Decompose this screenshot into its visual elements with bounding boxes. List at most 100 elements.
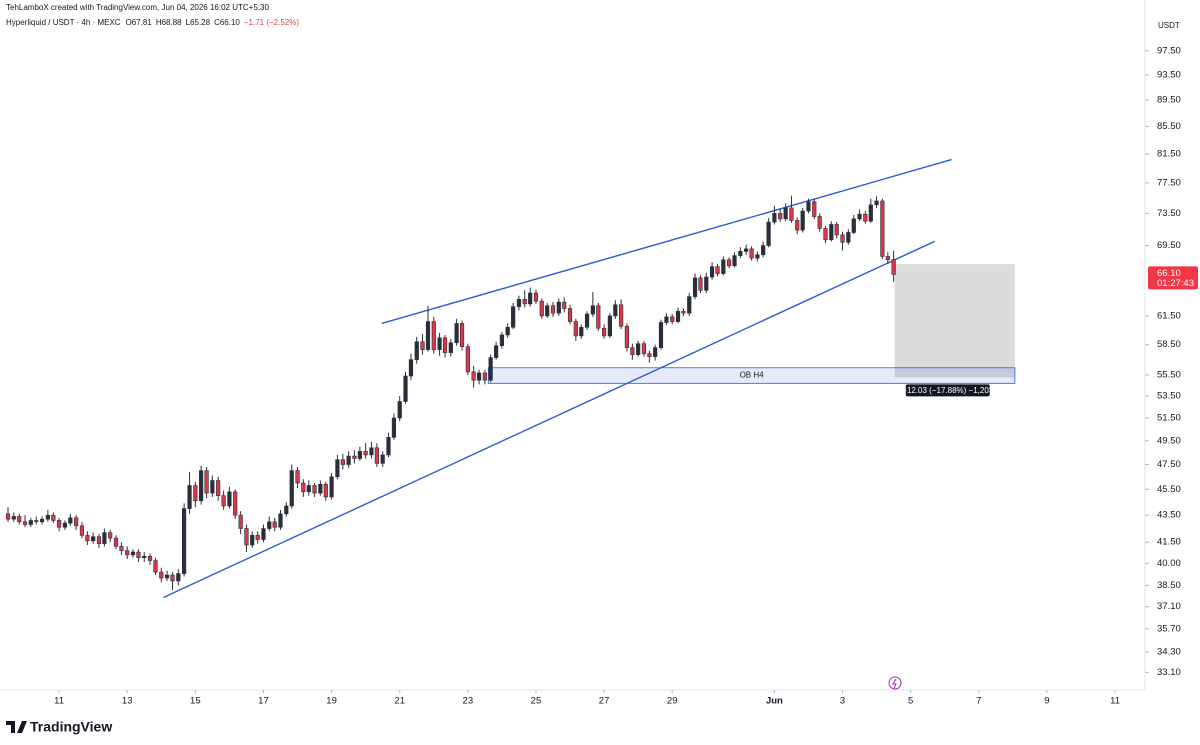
candle-body (340, 459, 345, 465)
x-tick-label: 11 (54, 696, 64, 707)
candle (22, 515, 28, 528)
candle-body (823, 228, 828, 241)
candle (817, 213, 822, 232)
candle-body (721, 259, 726, 274)
candle (11, 512, 16, 522)
candle (874, 196, 879, 208)
candle-body (522, 299, 527, 305)
candle-body (851, 218, 856, 233)
candle-body (119, 546, 124, 551)
candle (851, 214, 856, 235)
candle (176, 569, 181, 586)
event-icon[interactable] (888, 676, 902, 690)
x-tick-label: 11 (1110, 696, 1120, 707)
candle-body (221, 495, 226, 507)
candle-body (885, 256, 890, 261)
candle (261, 524, 266, 543)
candle (74, 515, 79, 530)
candle-body (766, 221, 771, 246)
candle-body (130, 551, 136, 556)
high-label: H68.88 (156, 18, 182, 27)
candle (641, 340, 647, 357)
candle-body (573, 321, 578, 337)
candle-body (636, 343, 641, 355)
candle (533, 289, 539, 304)
candle (295, 466, 300, 489)
last-price-tag (1148, 266, 1198, 290)
candle-body (647, 353, 652, 357)
candle (880, 198, 885, 259)
candle-body (28, 520, 33, 525)
candle (210, 475, 215, 497)
candle-body (51, 514, 56, 521)
candle-body (556, 301, 561, 314)
candle-body (380, 454, 385, 464)
candle-body (57, 520, 62, 528)
candle (244, 524, 249, 553)
candle (182, 503, 187, 577)
candle (454, 318, 459, 346)
candle (806, 198, 811, 214)
candle (783, 203, 788, 222)
candle (346, 451, 351, 469)
candle-body (476, 372, 482, 381)
open-label: O67.81 (126, 18, 153, 27)
candle (289, 464, 294, 509)
candle (147, 553, 153, 565)
candle-body (431, 321, 436, 350)
candle (619, 299, 624, 330)
candle-body (318, 483, 323, 494)
candle (579, 324, 584, 339)
candle-body (755, 254, 760, 259)
candle (57, 517, 62, 532)
candle (584, 311, 590, 331)
candle-body (545, 305, 550, 317)
candle (829, 221, 834, 242)
candle (431, 316, 436, 354)
y-tick-label: 97.50 (1157, 45, 1181, 56)
candle (823, 226, 828, 244)
candle (494, 341, 499, 360)
x-tick-label: 7 (976, 696, 981, 707)
candle-body (420, 341, 425, 350)
candle-body (323, 483, 328, 498)
candle (414, 336, 419, 364)
candle (284, 502, 289, 517)
candle (749, 246, 754, 261)
candle (846, 229, 851, 245)
candle-body (250, 535, 255, 546)
candle-body (397, 401, 402, 419)
candle (727, 257, 732, 269)
candle (647, 350, 652, 363)
candle (885, 252, 890, 265)
candle-body (658, 322, 664, 348)
candle-body (539, 300, 544, 317)
candle-body (5, 513, 11, 520)
candle-body (17, 516, 22, 523)
candle-body (176, 573, 181, 582)
countdown-label: 01:27:43 (1157, 278, 1194, 289)
x-tick-label: 23 (463, 696, 474, 707)
candle-body (136, 551, 141, 558)
candle-body (403, 375, 408, 402)
measure-label: −12.03 (−17.88%) −1,203 (902, 386, 994, 395)
candle-body (846, 232, 851, 243)
candle (868, 198, 873, 223)
candle-body (857, 213, 862, 220)
y-tick-label: 45.50 (1157, 484, 1181, 495)
candle (96, 533, 102, 548)
candle (857, 209, 862, 222)
x-tick-label: 19 (326, 696, 337, 707)
candle (704, 272, 709, 293)
candle (772, 205, 777, 225)
candle (357, 446, 362, 461)
candle-body (193, 485, 198, 502)
candle-body (761, 245, 766, 256)
candle (130, 549, 136, 558)
y-tick-label: 89.50 (1157, 95, 1181, 106)
candle-body (448, 342, 453, 353)
y-tick-label: 51.50 (1157, 413, 1181, 424)
x-tick-label: 9 (1044, 696, 1049, 707)
candle (601, 324, 607, 339)
